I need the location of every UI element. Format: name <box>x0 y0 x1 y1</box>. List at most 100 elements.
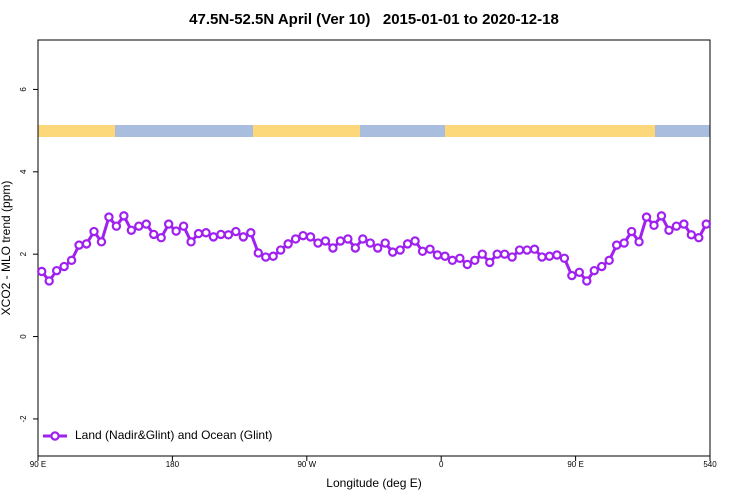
data-point <box>246 228 256 238</box>
data-point <box>253 248 263 258</box>
data-point <box>679 219 689 229</box>
data-point <box>462 259 473 270</box>
data-point <box>373 243 383 253</box>
data-point <box>701 219 711 229</box>
legend-marker <box>50 431 60 441</box>
data-point <box>350 243 361 253</box>
data-point <box>186 237 196 247</box>
data-point <box>358 234 368 244</box>
data-point <box>74 240 84 250</box>
x-tick-label: 90 E <box>567 460 583 469</box>
data-point <box>626 226 637 237</box>
data-point <box>343 234 353 244</box>
data-point <box>134 221 144 231</box>
data-point <box>365 238 375 248</box>
data-point <box>119 211 129 221</box>
data-point <box>141 219 151 229</box>
land-band <box>445 125 655 137</box>
data-point <box>529 244 540 254</box>
data-point <box>320 236 331 246</box>
data-point <box>290 234 301 244</box>
data-point <box>671 221 682 231</box>
data-point <box>447 255 458 266</box>
data-point <box>537 252 547 262</box>
data-point <box>305 232 316 242</box>
data-point <box>171 226 181 236</box>
y-tick-label: 0 <box>19 334 28 339</box>
data-point <box>686 230 697 240</box>
x-tick-label: 0 <box>439 460 444 469</box>
data-point <box>507 252 517 262</box>
x-tick-label: 90 E <box>30 460 46 469</box>
data-point <box>208 232 219 242</box>
data-point <box>567 270 577 281</box>
x-tick-label: 180 <box>166 460 180 469</box>
data-point <box>335 236 346 246</box>
data-point <box>694 233 704 243</box>
data-point <box>634 237 644 247</box>
y-axis-label: XCO2 - MLO trend (ppm) <box>0 181 13 316</box>
data-point <box>178 221 189 231</box>
data-point <box>193 228 204 239</box>
x-tick-label: 540 <box>703 460 717 469</box>
data-point <box>574 267 585 278</box>
data-point <box>89 226 99 237</box>
data-point <box>410 236 420 246</box>
chart-title: 47.5N-52.5N April (Ver 10) 2015-01-01 to… <box>189 11 559 28</box>
data-point <box>455 253 465 263</box>
data-point <box>664 225 674 235</box>
data-point <box>499 249 510 259</box>
data-point <box>163 219 174 229</box>
legend-item: Land (Nadir&Glint) and Ocean (Glint) <box>43 428 272 442</box>
land-band <box>253 125 360 137</box>
ocean-band <box>360 125 445 137</box>
data-point <box>619 238 629 248</box>
ocean-band <box>115 125 253 137</box>
data-point <box>238 232 249 242</box>
data-point <box>104 212 114 222</box>
data-point <box>44 276 54 286</box>
y-tick-label: 2 <box>19 251 28 256</box>
data-point <box>649 220 659 231</box>
data-point <box>328 243 338 253</box>
data-point <box>223 230 234 240</box>
data-point <box>656 211 667 221</box>
data-point <box>59 261 69 272</box>
legend-label: Land (Nadir&Glint) and Ocean (Glint) <box>75 428 272 442</box>
y-tick-label: -2 <box>19 415 28 423</box>
x-tick-label: 90 W <box>297 460 316 469</box>
data-point <box>425 244 435 254</box>
data-point <box>477 249 487 259</box>
data-point <box>51 265 62 276</box>
data-point <box>432 250 443 260</box>
y-tick-label: 4 <box>19 169 28 174</box>
data-point <box>552 250 562 260</box>
data-point <box>111 221 122 231</box>
data-point <box>216 229 226 240</box>
data-point <box>231 226 241 237</box>
data-point <box>604 255 614 266</box>
data-point <box>156 233 166 243</box>
data-point <box>559 253 570 263</box>
data-point <box>81 239 92 249</box>
data-point <box>470 255 480 266</box>
land-band <box>38 125 115 137</box>
data-point <box>582 276 592 286</box>
data-point <box>514 245 525 255</box>
data-point <box>66 255 77 266</box>
data-point <box>298 230 308 241</box>
data-point <box>544 251 555 261</box>
data-point <box>268 251 278 261</box>
data-point <box>402 239 413 249</box>
plot-frame <box>37 39 711 457</box>
x-axis-label: Longitude (deg E) <box>326 476 421 490</box>
data-point <box>275 245 286 255</box>
data-point <box>126 225 137 235</box>
data-point <box>611 240 622 250</box>
data-point <box>485 257 495 268</box>
data-point <box>641 212 652 222</box>
land-ocean-strip <box>38 125 710 137</box>
data-point <box>589 265 599 276</box>
data-point <box>261 252 271 262</box>
